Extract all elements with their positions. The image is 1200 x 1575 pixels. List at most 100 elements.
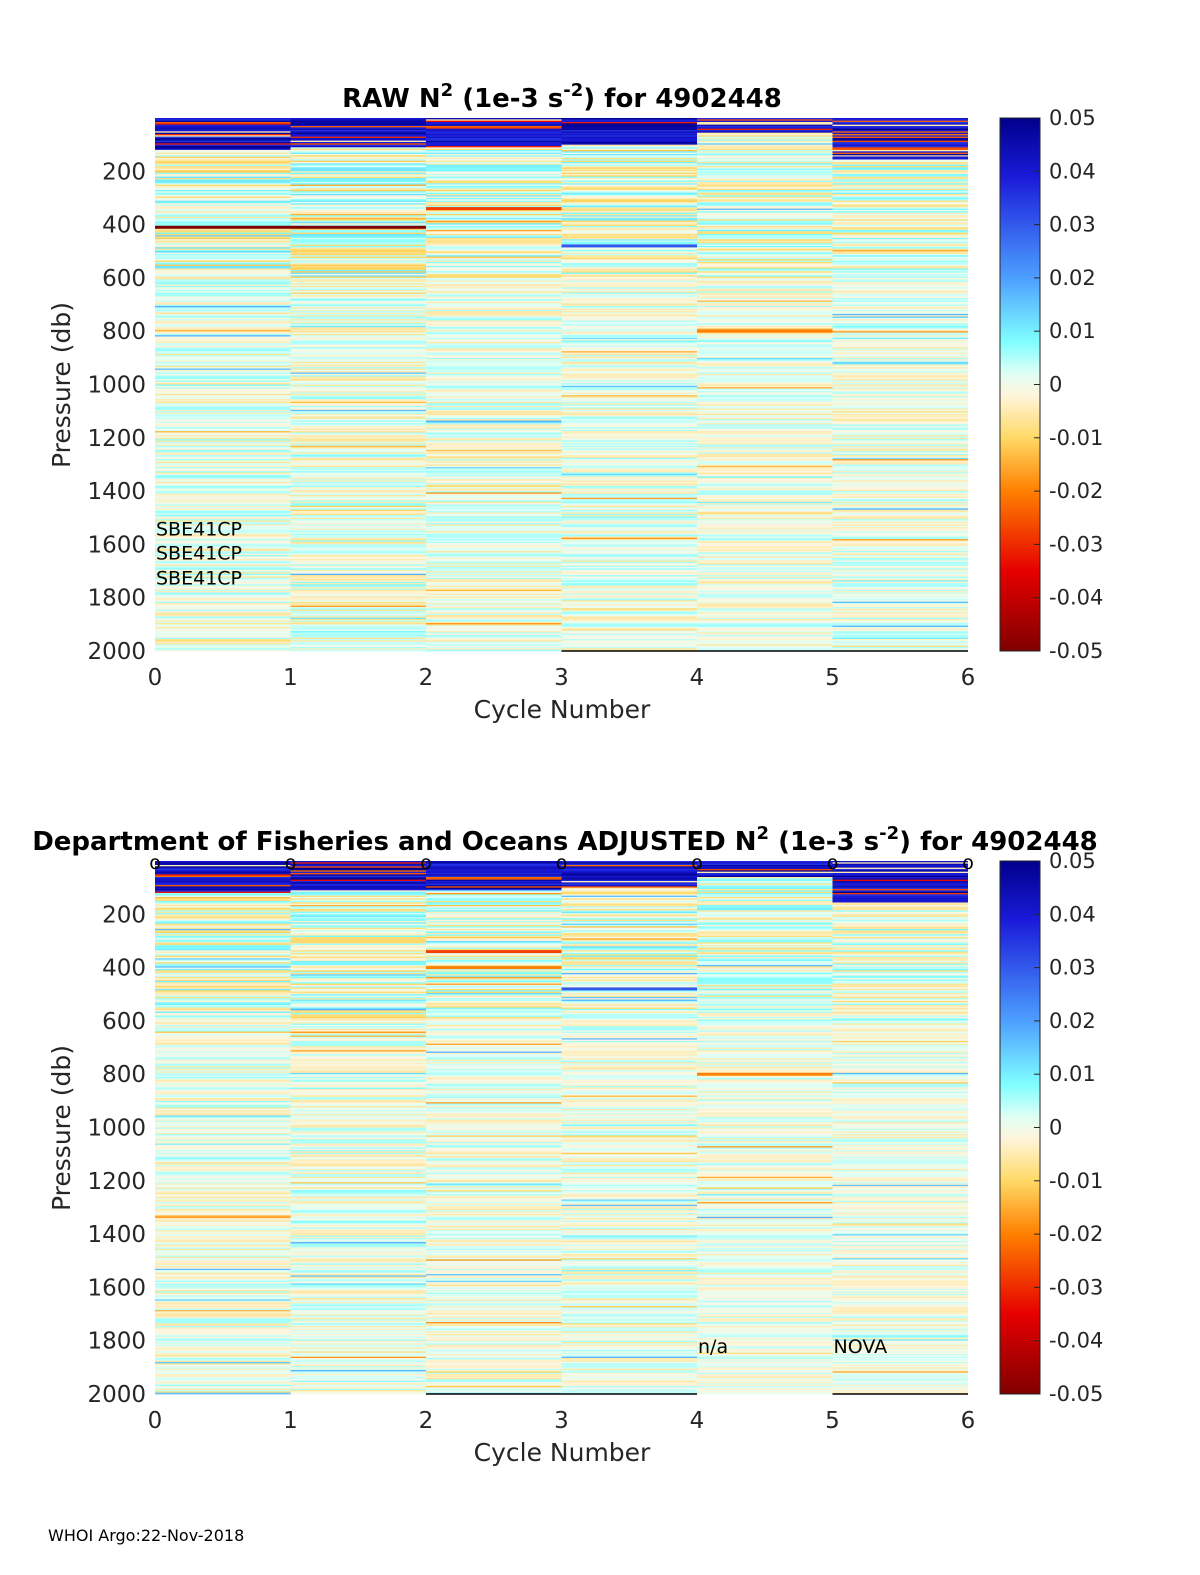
heat-cell <box>155 459 291 461</box>
heat-cell <box>832 408 968 411</box>
heat-cell <box>290 387 426 389</box>
heat-cell <box>155 327 291 329</box>
heat-cell <box>155 219 291 222</box>
heat-cell <box>426 627 562 629</box>
heat-cell <box>561 211 697 214</box>
heat-cell <box>426 1083 562 1086</box>
heat-cell <box>832 592 968 595</box>
heat-cell <box>290 1206 426 1208</box>
heat-cell <box>561 1130 697 1132</box>
heat-cell <box>426 596 562 599</box>
heat-cell <box>697 1040 833 1043</box>
heat-cell <box>426 1284 562 1287</box>
heat-cell <box>426 145 562 148</box>
heat-cell <box>697 1276 833 1279</box>
heat-cell <box>832 1143 968 1146</box>
heat-cell <box>290 584 426 587</box>
adjusted-colorbar <box>999 860 1041 1395</box>
heat-cell <box>290 369 426 372</box>
heat-cell <box>155 1288 291 1291</box>
heat-cell <box>697 195 833 198</box>
heat-cell <box>561 1294 697 1296</box>
heat-cell <box>155 351 291 353</box>
heat-cell <box>561 1103 697 1106</box>
heat-cell <box>832 1230 968 1232</box>
heat-cell <box>426 1362 562 1364</box>
heat-cell <box>832 1055 968 1058</box>
feature-line <box>426 207 562 211</box>
heat-cell <box>290 384 426 387</box>
heat-cell <box>426 1170 562 1172</box>
heat-cell <box>832 946 968 949</box>
heat-cell <box>290 1274 426 1276</box>
heat-cell <box>426 1151 562 1154</box>
heat-cell <box>697 225 833 228</box>
heat-cell <box>155 952 291 955</box>
heat-cell <box>290 572 426 575</box>
heat-cell <box>155 480 291 483</box>
heat-cell <box>832 401 968 404</box>
heat-cell <box>426 456 562 459</box>
heat-cell <box>290 884 426 887</box>
heat-cell <box>155 261 291 264</box>
heat-cell <box>426 887 562 890</box>
heat-cell <box>155 543 291 545</box>
heat-cell <box>832 247 968 249</box>
heat-cell <box>426 928 562 931</box>
heat-cell <box>561 1375 697 1378</box>
heat-cell <box>561 553 697 556</box>
heat-cell <box>697 235 833 237</box>
heat-cell <box>561 405 697 408</box>
heat-cell <box>832 519 968 521</box>
heat-cell <box>832 537 968 540</box>
heat-cell <box>697 1212 833 1215</box>
heat-cell <box>561 906 697 909</box>
heat-cell <box>832 1107 968 1110</box>
heat-cell <box>426 943 562 946</box>
heat-cell <box>832 1152 968 1155</box>
heat-cell <box>155 255 291 257</box>
heat-cell <box>290 359 426 361</box>
heat-cell <box>561 612 697 615</box>
heat-cell <box>561 1031 697 1034</box>
heat-cell <box>832 1282 968 1284</box>
heat-cell <box>832 1250 968 1252</box>
heat-cell <box>426 215 562 218</box>
heat-cell <box>832 611 968 613</box>
heat-cell <box>426 1360 562 1363</box>
heat-cell <box>155 368 291 371</box>
heat-cell <box>832 625 968 628</box>
heat-cell <box>426 1254 562 1256</box>
heat-cell <box>832 1096 968 1099</box>
heat-cell <box>832 1306 968 1308</box>
heat-cell <box>426 990 562 992</box>
heat-cell <box>832 280 968 283</box>
heat-cell <box>426 1304 562 1307</box>
heat-cell <box>697 347 833 349</box>
heat-cell <box>697 611 833 613</box>
heat-cell <box>155 425 291 428</box>
heat-cell <box>561 1219 697 1222</box>
heat-cell <box>426 307 562 309</box>
heat-cell <box>155 603 291 605</box>
heat-cell <box>155 1150 291 1152</box>
heat-cell <box>561 633 697 636</box>
heat-cell <box>426 591 562 593</box>
heat-cell <box>426 472 562 475</box>
heat-cell <box>561 871 697 874</box>
heat-cell <box>426 336 562 339</box>
heat-cell <box>426 994 562 996</box>
heat-cell <box>155 443 291 445</box>
heat-cell <box>155 958 291 961</box>
heat-cell <box>290 1002 426 1004</box>
heat-cell <box>561 489 697 492</box>
heat-cell <box>290 1384 426 1387</box>
heat-cell <box>426 1196 562 1199</box>
heat-cell <box>832 427 968 429</box>
heat-cell <box>290 340 426 343</box>
heat-cell <box>155 435 291 437</box>
heat-cell <box>290 392 426 395</box>
heat-cell <box>561 1208 697 1211</box>
heat-cell <box>697 187 833 190</box>
heat-cell <box>832 184 968 187</box>
